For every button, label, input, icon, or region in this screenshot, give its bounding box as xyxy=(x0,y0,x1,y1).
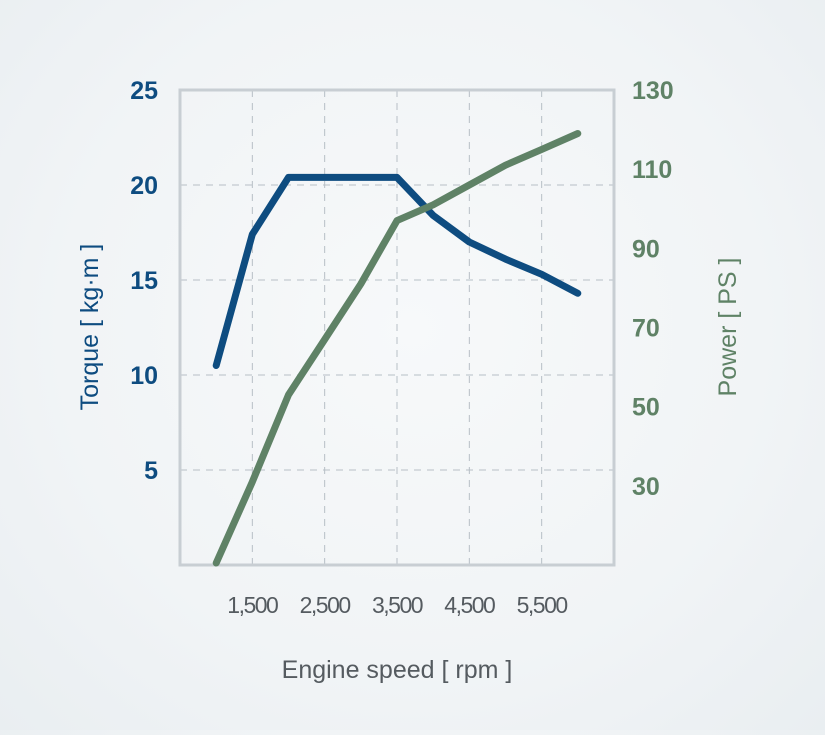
y-left-tick-label: 15 xyxy=(130,267,158,295)
y-right-tick-label: 70 xyxy=(632,315,660,343)
y-right-tick-label: 90 xyxy=(632,235,660,263)
x-tick-label: 3,500 xyxy=(372,592,423,618)
left-axis-tick-labels: 5 10 15 20 25 xyxy=(130,77,158,485)
torque-series-line xyxy=(212,173,582,369)
y-left-tick-label: 5 xyxy=(144,457,158,485)
y-left-tick-label: 10 xyxy=(130,362,158,390)
series-lines xyxy=(212,130,582,567)
x-axis-tick-labels: 1,500 2,500 3,500 4,500 5,500 xyxy=(227,592,569,618)
x-tick-label: 1,500 xyxy=(227,592,278,618)
power-series-line xyxy=(212,130,582,567)
right-axis-tick-labels: 30 50 70 90 110 130 xyxy=(632,77,674,501)
y-right-tick-label: 110 xyxy=(632,156,672,184)
x-tick-label: 2,500 xyxy=(300,592,351,618)
x-axis-label: Engine speed [ rpm ] xyxy=(282,656,513,684)
x-tick-label: 4,500 xyxy=(444,592,495,618)
y-left-tick-label: 20 xyxy=(130,172,158,200)
y-axis-left-label: Torque [ kg·m ] xyxy=(76,244,104,411)
y-right-tick-label: 30 xyxy=(632,473,660,501)
plot-frame xyxy=(178,88,616,567)
y-left-tick-label: 25 xyxy=(130,77,158,105)
x-tick-label: 5,500 xyxy=(517,592,568,618)
y-right-tick-label: 130 xyxy=(632,77,674,105)
y-axis-right-label: Power [ PS ] xyxy=(714,258,742,397)
y-right-tick-label: 50 xyxy=(632,394,660,422)
